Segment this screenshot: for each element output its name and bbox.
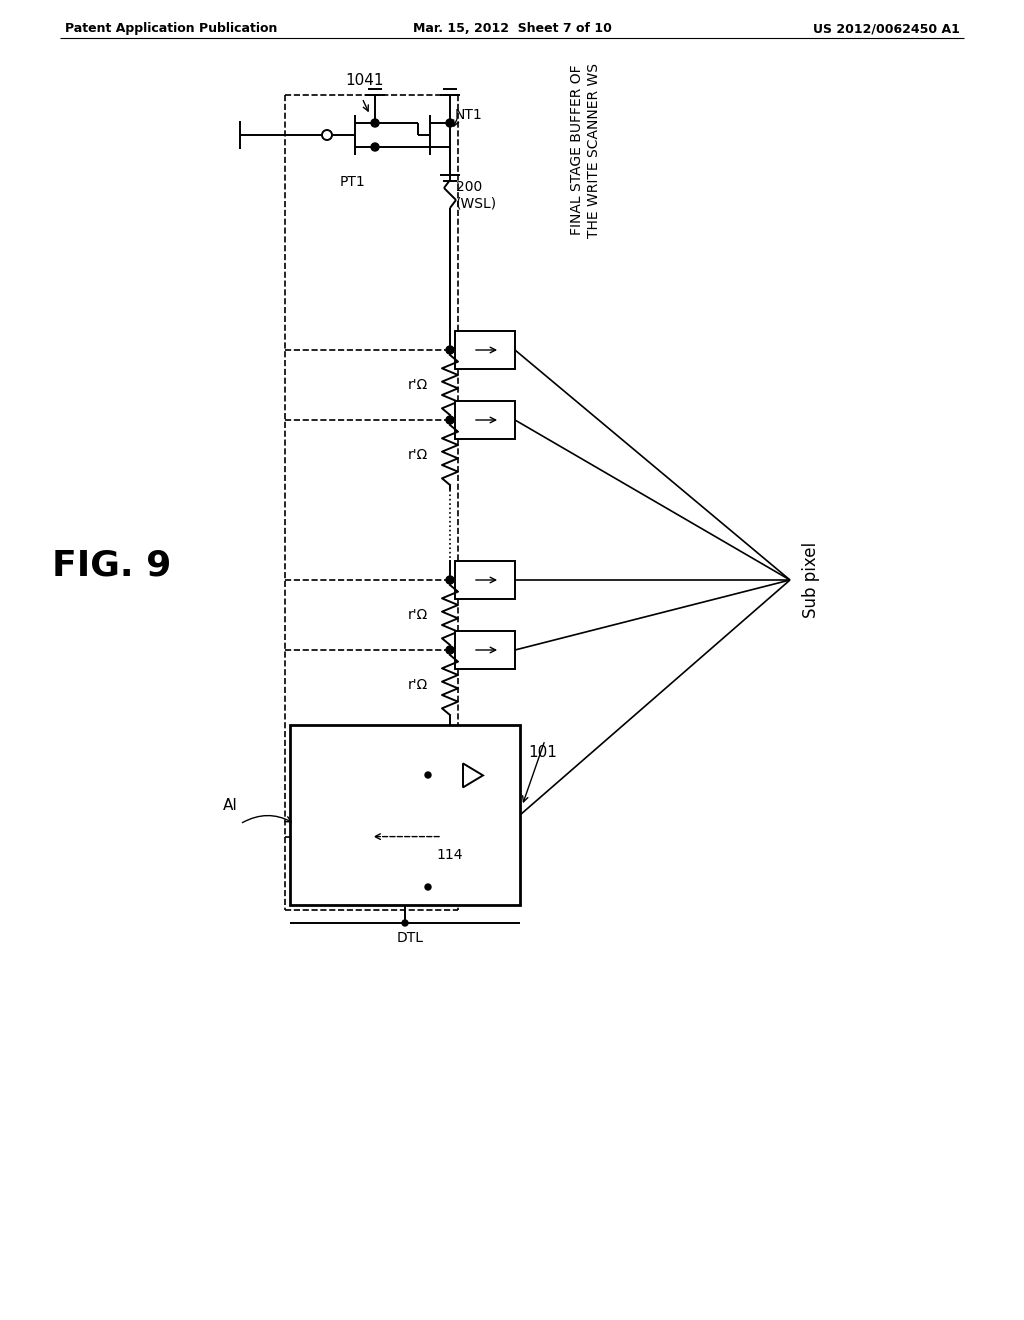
Text: r'Ω: r'Ω bbox=[408, 678, 428, 692]
Circle shape bbox=[371, 143, 379, 150]
Text: Mar. 15, 2012  Sheet 7 of 10: Mar. 15, 2012 Sheet 7 of 10 bbox=[413, 22, 611, 36]
Text: NT1: NT1 bbox=[455, 108, 482, 121]
Text: THE WRITE SCANNER WS: THE WRITE SCANNER WS bbox=[587, 62, 601, 238]
Circle shape bbox=[446, 346, 454, 354]
Text: Sub pixel: Sub pixel bbox=[802, 543, 820, 618]
Text: 200
(WSL): 200 (WSL) bbox=[456, 180, 497, 210]
Text: FIG. 9: FIG. 9 bbox=[52, 548, 172, 582]
Text: 1041: 1041 bbox=[345, 73, 384, 88]
Circle shape bbox=[446, 645, 454, 653]
Text: r'Ω: r'Ω bbox=[408, 447, 428, 462]
Circle shape bbox=[446, 576, 454, 583]
Circle shape bbox=[446, 416, 454, 424]
Text: PT1: PT1 bbox=[340, 176, 366, 189]
Bar bbox=[455, 631, 515, 669]
Text: 114: 114 bbox=[436, 847, 463, 862]
Text: AI: AI bbox=[222, 799, 238, 813]
Bar bbox=[455, 331, 515, 370]
Text: US 2012/0062450 A1: US 2012/0062450 A1 bbox=[813, 22, 961, 36]
Bar bbox=[290, 725, 520, 906]
Text: DTL: DTL bbox=[396, 931, 424, 945]
Circle shape bbox=[446, 119, 454, 127]
Bar bbox=[455, 561, 515, 599]
Circle shape bbox=[425, 884, 431, 890]
Text: r'Ω: r'Ω bbox=[408, 378, 428, 392]
Circle shape bbox=[402, 920, 408, 927]
Text: FINAL STAGE BUFFER OF: FINAL STAGE BUFFER OF bbox=[570, 65, 584, 235]
Circle shape bbox=[425, 772, 431, 777]
Circle shape bbox=[371, 119, 379, 127]
Text: 101: 101 bbox=[528, 744, 557, 760]
Bar bbox=[455, 401, 515, 440]
Text: Patent Application Publication: Patent Application Publication bbox=[65, 22, 278, 36]
Text: r'Ω: r'Ω bbox=[408, 609, 428, 622]
